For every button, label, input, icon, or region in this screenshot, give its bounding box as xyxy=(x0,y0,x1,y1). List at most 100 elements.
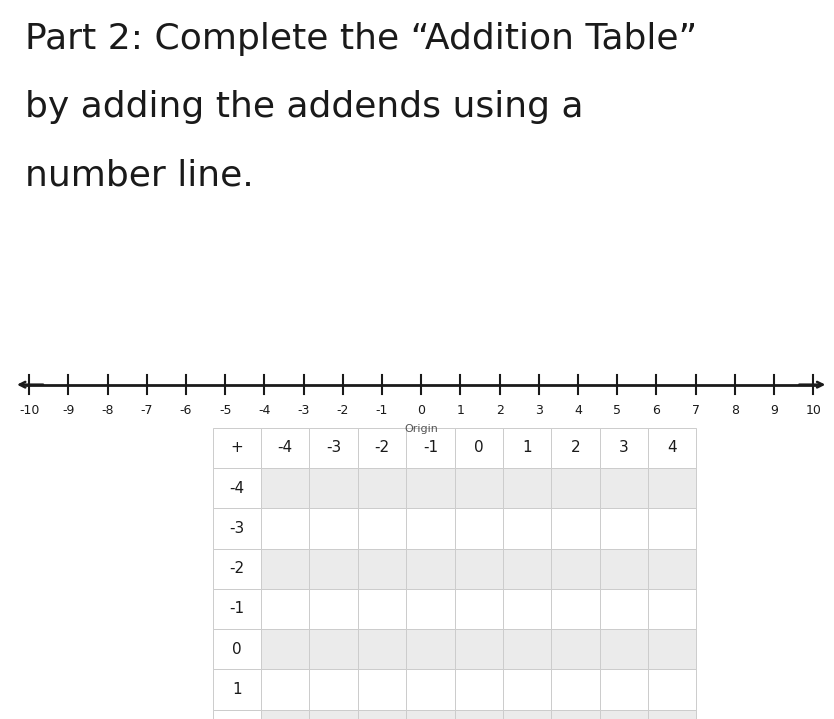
Bar xyxy=(503,508,551,549)
Bar xyxy=(600,710,648,719)
Bar xyxy=(600,428,648,468)
Text: 1: 1 xyxy=(522,441,532,455)
Text: -1: -1 xyxy=(376,404,388,417)
Bar xyxy=(213,549,261,589)
Bar xyxy=(551,549,600,589)
Bar xyxy=(600,589,648,629)
Bar xyxy=(309,428,358,468)
Text: 1: 1 xyxy=(232,682,242,697)
Bar xyxy=(551,710,600,719)
Bar xyxy=(455,710,503,719)
Bar xyxy=(648,428,696,468)
Bar xyxy=(455,589,503,629)
Bar xyxy=(358,589,406,629)
Bar xyxy=(358,508,406,549)
Bar xyxy=(600,629,648,669)
Bar xyxy=(358,669,406,710)
Bar xyxy=(648,710,696,719)
Bar xyxy=(551,508,600,549)
Bar xyxy=(261,468,309,508)
Bar xyxy=(309,669,358,710)
Bar xyxy=(551,629,600,669)
Bar xyxy=(503,669,551,710)
Text: +: + xyxy=(230,441,244,455)
Bar xyxy=(455,669,503,710)
Text: 1: 1 xyxy=(456,404,465,417)
Text: 3: 3 xyxy=(535,404,543,417)
Text: -2: -2 xyxy=(229,562,244,576)
Text: -3: -3 xyxy=(326,441,341,455)
Bar xyxy=(309,468,358,508)
Text: -6: -6 xyxy=(180,404,192,417)
Text: -5: -5 xyxy=(219,404,231,417)
Bar xyxy=(406,669,455,710)
Text: 9: 9 xyxy=(770,404,778,417)
Bar xyxy=(648,589,696,629)
Bar xyxy=(455,508,503,549)
Text: number line.: number line. xyxy=(25,158,254,192)
Bar xyxy=(455,428,503,468)
Bar xyxy=(309,710,358,719)
Bar xyxy=(455,468,503,508)
Bar xyxy=(503,468,551,508)
Bar xyxy=(213,468,261,508)
Text: Origin: Origin xyxy=(404,424,438,434)
Bar xyxy=(648,508,696,549)
Bar xyxy=(600,508,648,549)
Bar xyxy=(309,508,358,549)
Bar xyxy=(551,468,600,508)
Bar xyxy=(261,669,309,710)
Text: Part 2: Complete the “Addition Table”: Part 2: Complete the “Addition Table” xyxy=(25,22,697,55)
Text: -4: -4 xyxy=(278,441,293,455)
Text: -2: -2 xyxy=(337,404,349,417)
Bar xyxy=(261,589,309,629)
Text: 10: 10 xyxy=(805,404,821,417)
Bar xyxy=(648,669,696,710)
Bar xyxy=(406,549,455,589)
Bar xyxy=(213,589,261,629)
Bar xyxy=(358,468,406,508)
Bar xyxy=(213,428,261,468)
Text: -7: -7 xyxy=(141,404,153,417)
Bar xyxy=(261,428,309,468)
Text: -3: -3 xyxy=(298,404,309,417)
Text: 0: 0 xyxy=(474,441,484,455)
Text: 0: 0 xyxy=(232,642,242,656)
Bar xyxy=(213,669,261,710)
Bar xyxy=(406,508,455,549)
Bar xyxy=(261,508,309,549)
Text: 3: 3 xyxy=(619,441,629,455)
Bar xyxy=(213,629,261,669)
Bar xyxy=(406,468,455,508)
Bar xyxy=(648,468,696,508)
Bar xyxy=(406,710,455,719)
Bar xyxy=(503,428,551,468)
Bar xyxy=(551,589,600,629)
Bar xyxy=(358,549,406,589)
Bar xyxy=(503,710,551,719)
Text: -4: -4 xyxy=(259,404,270,417)
Bar xyxy=(309,589,358,629)
Text: -1: -1 xyxy=(229,602,244,616)
Text: 4: 4 xyxy=(574,404,582,417)
Bar xyxy=(455,629,503,669)
Bar xyxy=(213,710,261,719)
Text: -10: -10 xyxy=(19,404,39,417)
Bar xyxy=(503,549,551,589)
Text: 2: 2 xyxy=(570,441,580,455)
Bar xyxy=(551,669,600,710)
Text: 7: 7 xyxy=(691,404,700,417)
Text: 6: 6 xyxy=(652,404,661,417)
Text: 5: 5 xyxy=(613,404,621,417)
Bar xyxy=(648,549,696,589)
Text: -2: -2 xyxy=(374,441,389,455)
Bar xyxy=(600,468,648,508)
Bar xyxy=(455,549,503,589)
Bar xyxy=(648,629,696,669)
Bar xyxy=(503,589,551,629)
Bar xyxy=(309,549,358,589)
Bar xyxy=(551,428,600,468)
Text: -1: -1 xyxy=(423,441,438,455)
Text: -4: -4 xyxy=(229,481,244,495)
Bar xyxy=(358,629,406,669)
